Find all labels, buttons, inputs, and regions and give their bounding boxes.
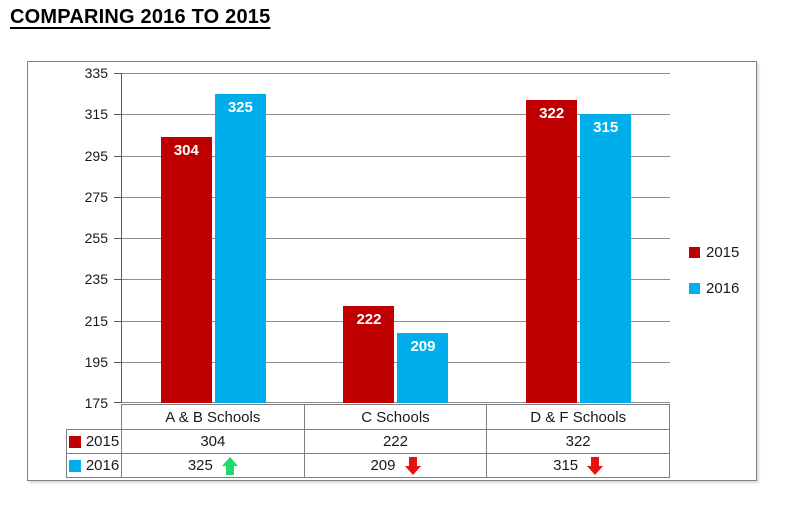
- legend-swatch-icon: [689, 282, 700, 294]
- gridline-275: [122, 196, 670, 198]
- bar-value-label: 315: [593, 119, 619, 137]
- table-row-2015: 2015 304 222 322: [66, 429, 670, 454]
- gridline-175: [122, 402, 670, 403]
- gridline-235: [122, 279, 670, 281]
- table-header-a-b-schools: A & B Schools: [121, 404, 305, 430]
- table-row-label-2016: 2016: [66, 453, 122, 478]
- gridline-315: [122, 114, 670, 116]
- table-cell-value: 222: [382, 433, 408, 450]
- y-tick-label-255: 255: [84, 230, 108, 246]
- bar-2016-c-schools: 209: [397, 332, 449, 403]
- y-tick-mark-295: [114, 155, 121, 157]
- y-tick-label-275: 275: [84, 188, 108, 205]
- gridline-295: [122, 155, 670, 157]
- bar-group-a-b-schools: 304 325: [122, 73, 305, 403]
- table-header-d-f-schools: D & F Schools: [486, 404, 670, 430]
- legend-swatch-icon: [689, 246, 700, 258]
- bar-value-label: 325: [227, 98, 253, 116]
- table-cell-2016-a-b-schools: 325: [121, 453, 305, 478]
- bar-group-c-schools: 222 209: [305, 73, 488, 403]
- y-tick-mark-335: [114, 73, 121, 74]
- y-tick-label-195: 195: [84, 353, 108, 370]
- table-cell-2016-d-f-schools: 315: [486, 453, 670, 478]
- bar-2015-a-b-schools: 304: [160, 136, 212, 403]
- legend-item-2015: 2015: [689, 242, 739, 262]
- table-cell-2015-c-schools: 222: [303, 429, 488, 454]
- y-tick-mark-315: [114, 114, 121, 116]
- y-tick-mark-255: [114, 238, 121, 239]
- gridline-195: [122, 361, 670, 363]
- y-tick-mark-195: [114, 361, 121, 363]
- y-tick-label-295: 295: [84, 147, 108, 164]
- down-arrow-icon: [587, 456, 604, 475]
- data-table: A & B Schools C Schools D & F Schools 2015 3…: [66, 404, 670, 478]
- up-arrow-icon: [221, 456, 238, 475]
- y-tick-label-215: 215: [84, 312, 108, 329]
- y-tick-label-335: 335: [84, 65, 108, 81]
- bar-2015-d-f-schools: 322: [526, 99, 578, 403]
- table-header-c-schools: C Schools: [303, 404, 488, 430]
- table-row-label-text: 2016: [85, 457, 120, 474]
- table-cell-value: 322: [565, 433, 591, 450]
- gridline-255: [122, 238, 670, 239]
- table-cell-value: 209: [370, 457, 396, 474]
- gridline-215: [122, 320, 670, 322]
- bar-value-label: 222: [356, 311, 382, 329]
- table-swatch-icon: [68, 459, 81, 472]
- chart-container: 335 315 295 275 255 235 215 195 175 304 325 222 209…: [27, 61, 757, 481]
- bar-2015-c-schools: 222: [343, 306, 395, 403]
- table-cell-value: 325: [187, 457, 213, 474]
- table-cell-value: 315: [553, 457, 579, 474]
- y-tick-mark-175: [114, 402, 121, 403]
- table-cell-value: 304: [200, 433, 226, 450]
- y-tick-label-235: 235: [84, 271, 108, 288]
- bar-2016-a-b-schools: 325: [214, 93, 266, 403]
- y-tick-mark-275: [114, 196, 121, 198]
- bar-value-label: 304: [173, 141, 199, 159]
- page-title: COMPARING 2016 TO 2015: [10, 6, 271, 28]
- legend-label: 2016: [706, 279, 740, 297]
- table-swatch-icon: [68, 435, 81, 448]
- bar-group-d-f-schools: 322 315: [487, 73, 670, 403]
- chart-legend: 2015 2016: [689, 242, 739, 298]
- table-cell-2015-a-b-schools: 304: [121, 429, 305, 454]
- table-corner-blank: [67, 405, 122, 430]
- table-cell-2015-d-f-schools: 322: [486, 429, 670, 454]
- bar-value-label: 322: [539, 104, 565, 122]
- down-arrow-icon: [404, 456, 421, 475]
- table-row-2016: 2016 325 209 315: [66, 453, 670, 478]
- legend-item-2016: 2016: [689, 278, 739, 298]
- legend-label: 2015: [706, 243, 740, 261]
- table-cell-2016-c-schools: 209: [303, 453, 488, 478]
- y-tick-mark-235: [114, 279, 121, 281]
- plot-area: 304 325 222 209 322 315: [121, 73, 670, 403]
- y-axis-ticks: [114, 73, 121, 403]
- gridline-335: [122, 73, 670, 74]
- y-tick-mark-215: [114, 320, 121, 322]
- table-header-row: A & B Schools C Schools D & F Schools: [67, 404, 670, 430]
- table-row-label-2015: 2015: [66, 429, 122, 454]
- y-tick-label-175: 175: [84, 395, 108, 411]
- bar-2016-d-f-schools: 315: [580, 114, 632, 403]
- y-axis-labels: 335 315 295 275 255 235 215 195 175: [56, 65, 108, 411]
- table-row-label-text: 2015: [85, 433, 120, 450]
- bar-value-label: 209: [410, 337, 436, 355]
- y-tick-label-315: 315: [84, 106, 108, 123]
